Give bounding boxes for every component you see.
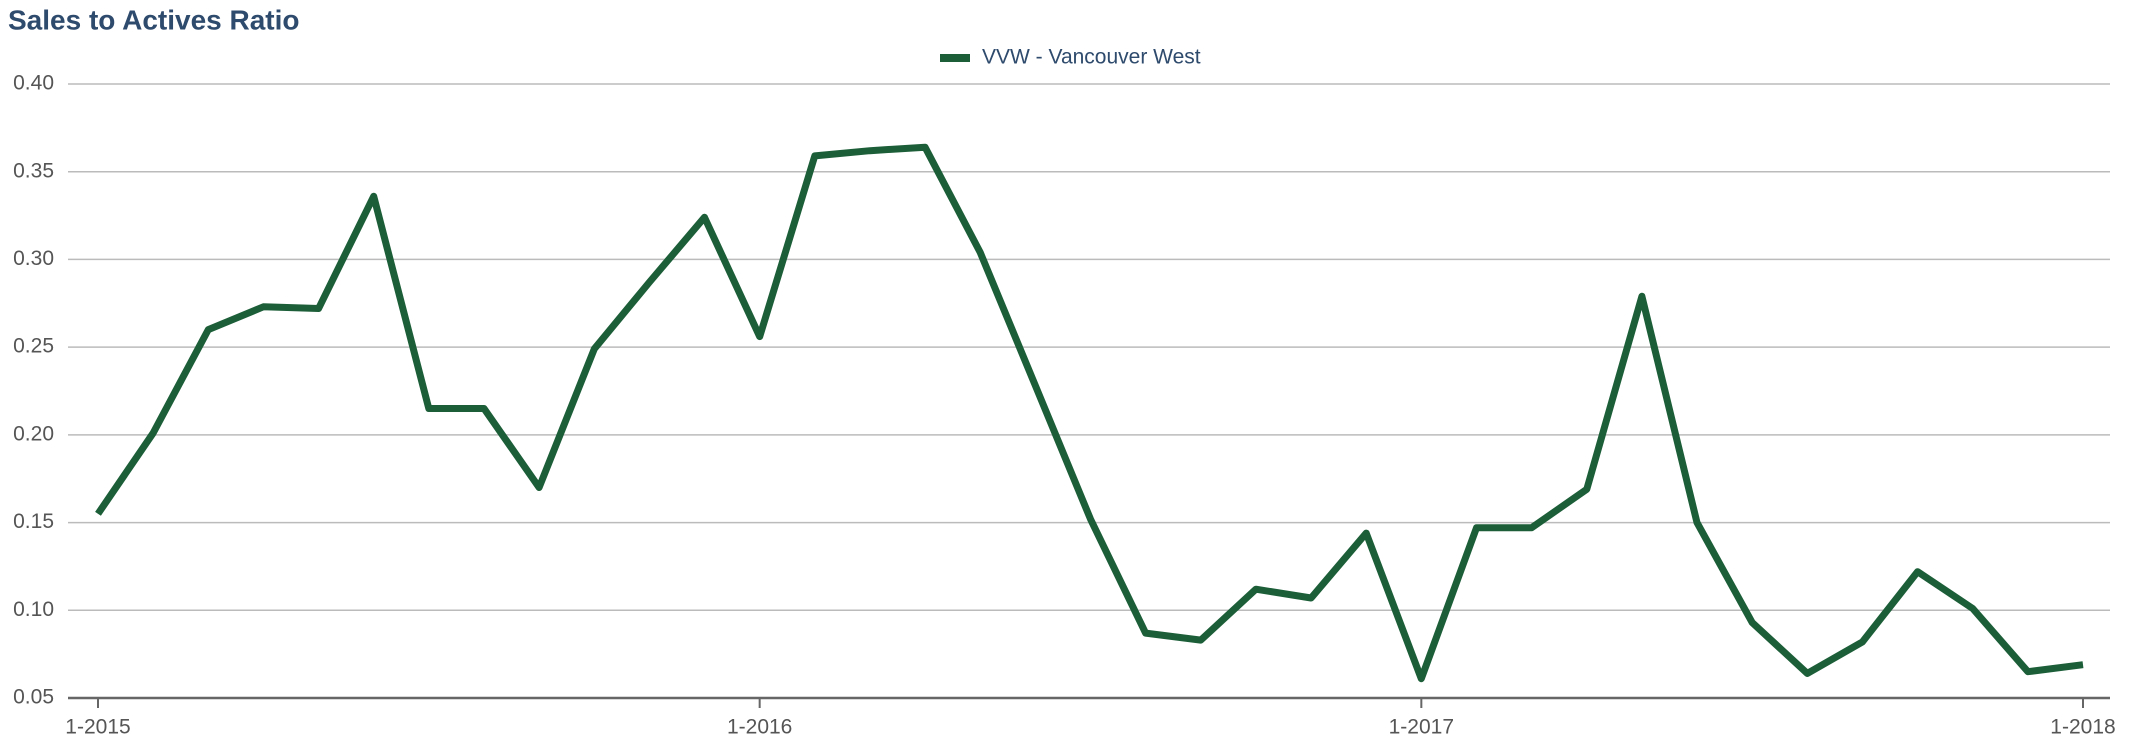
y-tick-label: 0.20 <box>13 422 54 445</box>
y-tick-label: 0.05 <box>13 686 54 709</box>
y-tick-label: 0.25 <box>13 335 54 358</box>
y-tick-label: 0.10 <box>13 598 54 621</box>
x-tick-label: 1-2016 <box>727 716 792 739</box>
y-tick-label: 0.40 <box>13 72 54 95</box>
y-tick-label: 0.30 <box>13 247 54 270</box>
y-tick-label: 0.15 <box>13 510 54 533</box>
chart-title: Sales to Actives Ratio <box>8 4 300 35</box>
y-tick-label: 0.35 <box>13 159 54 182</box>
legend-label: VVW - Vancouver West <box>982 46 1201 69</box>
x-tick-label: 1-2017 <box>1389 716 1454 739</box>
series-line <box>95 143 2084 683</box>
x-tick-label: 1-2018 <box>2050 716 2115 739</box>
x-tick-label: 1-2015 <box>65 716 130 739</box>
